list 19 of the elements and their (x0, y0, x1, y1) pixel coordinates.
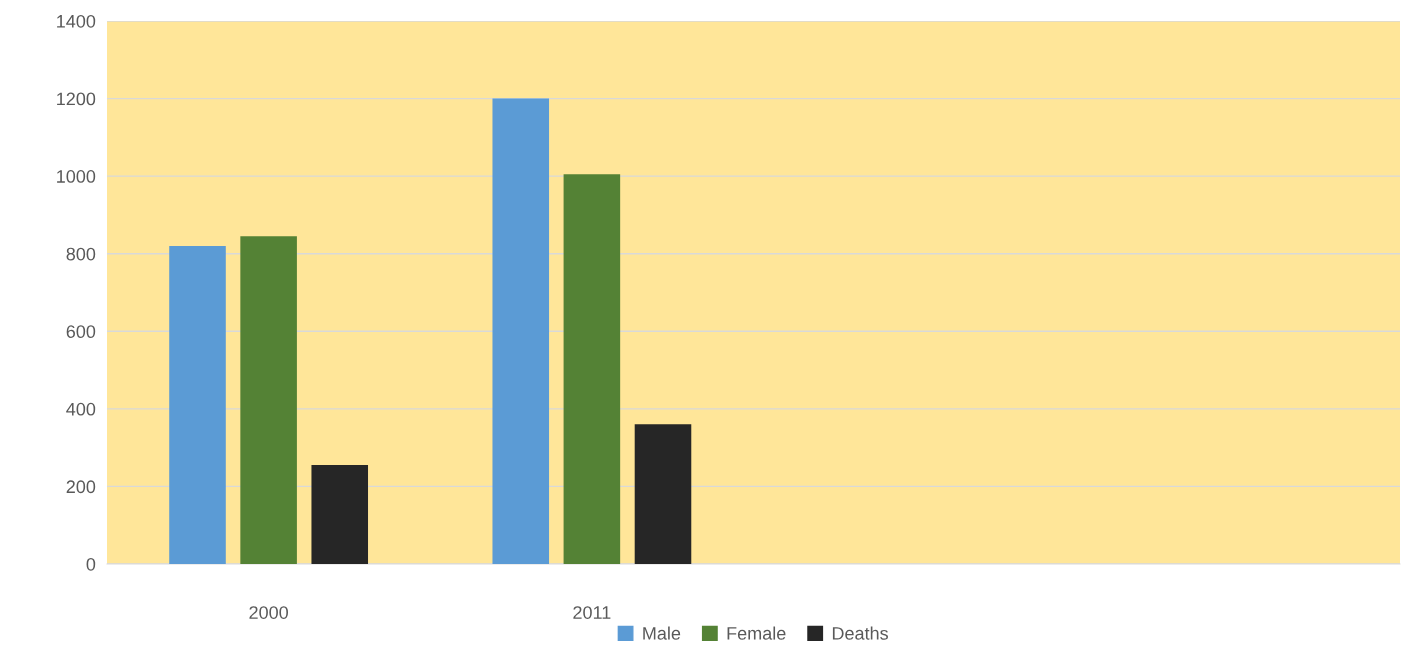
bar (634, 424, 692, 564)
y-tick-label: 600 (66, 325, 96, 339)
legend-label: Male (643, 626, 681, 640)
legend-label: Deaths (832, 626, 888, 640)
y-tick-label: 0 (86, 557, 96, 571)
y-tick-label: 200 (66, 480, 96, 494)
bar (563, 174, 621, 564)
legend-label: Female (727, 626, 786, 640)
x-tick-label: 2000 (249, 606, 288, 619)
bar (492, 98, 550, 564)
y-tick-label: 800 (66, 247, 96, 261)
y-tick-label: 1400 (57, 14, 96, 28)
bar (169, 245, 226, 564)
y-tick-label: 400 (66, 402, 96, 416)
x-tick-label: 2011 (573, 606, 611, 619)
bar (240, 236, 297, 564)
y-tick-label: 1000 (57, 170, 96, 183)
y-tick-label: 1200 (57, 92, 96, 106)
bar (311, 465, 369, 564)
